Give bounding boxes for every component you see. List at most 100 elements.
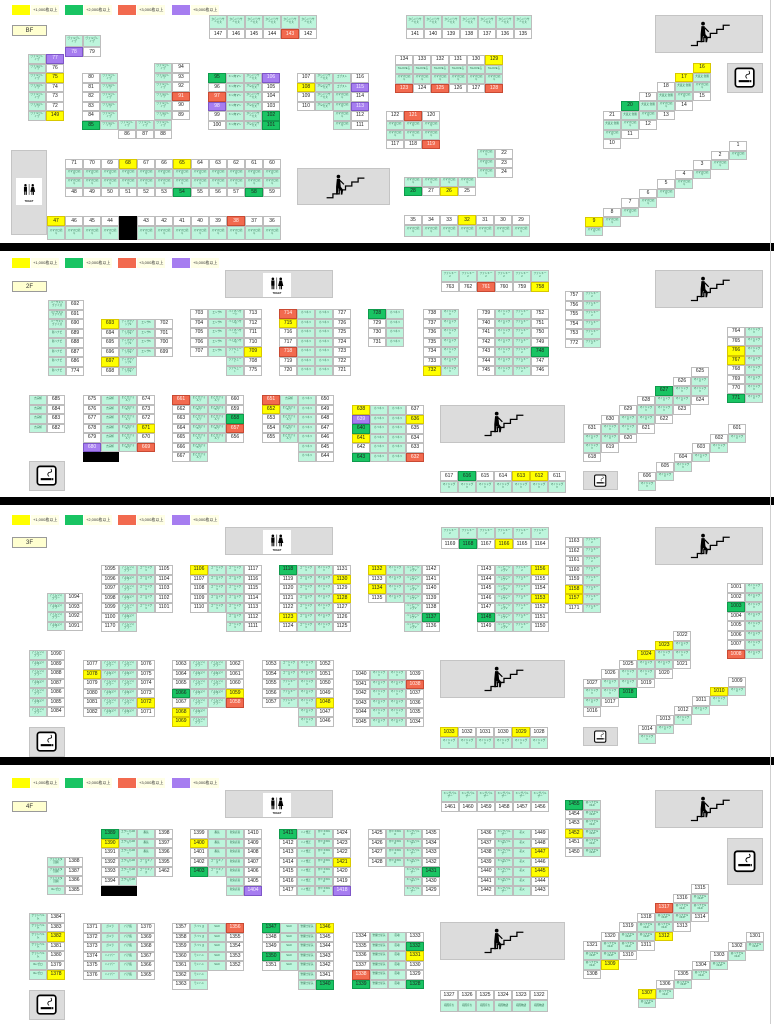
machine-37[interactable]: 37 — [245, 216, 263, 226]
machine-1098[interactable]: 1098 — [101, 593, 119, 603]
machine-1093[interactable]: 1093 — [65, 602, 83, 612]
machine-1085[interactable]: 1085 — [47, 697, 65, 707]
machine-3[interactable]: 3 — [693, 160, 711, 170]
machine-677[interactable]: 677 — [83, 414, 101, 424]
machine-1002[interactable]: 1002 — [727, 592, 745, 602]
machine-635[interactable]: 635 — [406, 424, 424, 434]
machine-1081[interactable]: 1081 — [83, 698, 101, 708]
machine-646[interactable]: 646 — [316, 433, 334, 443]
machine-757[interactable]: 757 — [565, 291, 583, 301]
machine-113[interactable]: 113 — [351, 101, 369, 111]
machine-1128[interactable]: 1128 — [333, 593, 351, 603]
machine-697[interactable]: 697 — [101, 357, 119, 367]
machine-602[interactable]: 602 — [710, 433, 728, 443]
machine-68[interactable]: 68 — [119, 159, 137, 169]
machine-137[interactable]: 137 — [478, 29, 496, 39]
machine-1012[interactable]: 1012 — [674, 705, 692, 715]
machine-1044[interactable]: 1044 — [352, 708, 370, 718]
machine-89[interactable]: 89 — [172, 110, 190, 120]
machine-1440[interactable]: 1440 — [477, 867, 495, 877]
machine-746[interactable]: 746 — [531, 366, 549, 376]
machine-718[interactable]: 718 — [279, 347, 297, 357]
machine-1351[interactable]: 1351 — [262, 961, 280, 971]
machine-1017[interactable]: 1017 — [601, 697, 619, 707]
machine-1404[interactable]: 1404 — [244, 886, 262, 896]
machine-753[interactable]: 753 — [565, 329, 583, 339]
machine-7[interactable]: 7 — [621, 198, 639, 208]
machine-653[interactable]: 653 — [262, 414, 280, 424]
machine-1036[interactable]: 1036 — [406, 698, 424, 708]
machine-30[interactable]: 30 — [494, 215, 512, 225]
machine-617[interactable]: 617 — [440, 471, 458, 481]
machine-63[interactable]: 63 — [209, 159, 227, 169]
machine-142[interactable]: 142 — [299, 29, 317, 39]
machine-1136[interactable]: 1136 — [422, 622, 440, 632]
machine-1079[interactable]: 1079 — [83, 679, 101, 689]
machine-771[interactable]: 771 — [727, 393, 745, 403]
machine-633[interactable]: 633 — [406, 443, 424, 453]
machine-1169[interactable]: 1169 — [441, 539, 459, 549]
machine-76[interactable]: 76 — [46, 63, 64, 73]
machine-41[interactable]: 41 — [173, 216, 191, 226]
machine-1018[interactable]: 1018 — [619, 688, 637, 698]
machine-628[interactable]: 628 — [637, 395, 655, 405]
machine-1130[interactable]: 1130 — [333, 574, 351, 584]
machine-65[interactable]: 65 — [173, 159, 191, 169]
machine-1147[interactable]: 1147 — [477, 603, 495, 613]
machine-79[interactable]: 79 — [83, 47, 101, 57]
machine-654[interactable]: 654 — [262, 423, 280, 433]
machine-721[interactable]: 721 — [333, 366, 351, 376]
machine-1363[interactable]: 1363 — [172, 980, 190, 990]
machine-122[interactable]: 122 — [386, 111, 404, 121]
machine-1131[interactable]: 1131 — [333, 565, 351, 575]
machine-1462[interactable]: 1462 — [155, 867, 173, 877]
machine-639[interactable]: 639 — [352, 414, 370, 424]
machine-1023[interactable]: 1023 — [655, 640, 673, 650]
machine-695[interactable]: 695 — [101, 338, 119, 348]
machine-651[interactable]: 651 — [262, 395, 280, 405]
machine-1397[interactable]: 1397 — [155, 838, 173, 848]
machine-1123[interactable]: 1123 — [279, 612, 297, 622]
machine-1449[interactable]: 1449 — [531, 829, 549, 839]
machine-1398[interactable]: 1398 — [155, 829, 173, 839]
machine-1045[interactable]: 1045 — [352, 717, 370, 727]
machine-1053[interactable]: 1053 — [262, 660, 280, 670]
machine-1060[interactable]: 1060 — [226, 679, 244, 689]
machine-658[interactable]: 658 — [226, 414, 244, 424]
machine-35[interactable]: 35 — [404, 215, 422, 225]
machine-56[interactable]: 56 — [209, 187, 227, 197]
machine-715[interactable]: 715 — [279, 318, 297, 328]
machine-1446[interactable]: 1446 — [531, 857, 549, 867]
machine-127[interactable]: 127 — [467, 83, 485, 93]
machine-1143[interactable]: 1143 — [477, 565, 495, 575]
machine-31[interactable]: 31 — [476, 215, 494, 225]
machine-42[interactable]: 42 — [155, 216, 173, 226]
machine-1306[interactable]: 1306 — [656, 979, 674, 989]
machine-128[interactable]: 128 — [485, 83, 503, 93]
machine-755[interactable]: 755 — [565, 310, 583, 320]
machine-1344[interactable]: 1344 — [316, 942, 334, 952]
machine-1132[interactable]: 1132 — [368, 565, 386, 575]
machine-698[interactable]: 698 — [101, 366, 119, 376]
machine-55[interactable]: 55 — [191, 187, 209, 197]
machine-131[interactable]: 131 — [449, 55, 467, 65]
machine-1342[interactable]: 1342 — [316, 961, 334, 971]
machine-1091[interactable]: 1091 — [65, 621, 83, 631]
machine-1152[interactable]: 1152 — [531, 603, 549, 613]
machine-1455[interactable]: 1455 — [565, 800, 583, 810]
machine-1020[interactable]: 1020 — [655, 669, 673, 679]
machine-26[interactable]: 26 — [440, 186, 458, 196]
machine-1063[interactable]: 1063 — [172, 660, 190, 670]
machine-634[interactable]: 634 — [406, 433, 424, 443]
machine-133[interactable]: 133 — [413, 55, 431, 65]
machine-1457[interactable]: 1457 — [513, 802, 531, 812]
machine-688[interactable]: 688 — [66, 338, 84, 348]
machine-59[interactable]: 59 — [263, 187, 281, 197]
machine-1065[interactable]: 1065 — [172, 679, 190, 689]
machine-145[interactable]: 145 — [245, 29, 263, 39]
machine-615[interactable]: 615 — [476, 471, 494, 481]
machine-1097[interactable]: 1097 — [101, 584, 119, 594]
machine-743[interactable]: 743 — [477, 347, 495, 357]
machine-1030[interactable]: 1030 — [494, 727, 512, 737]
machine-1029[interactable]: 1029 — [512, 727, 530, 737]
